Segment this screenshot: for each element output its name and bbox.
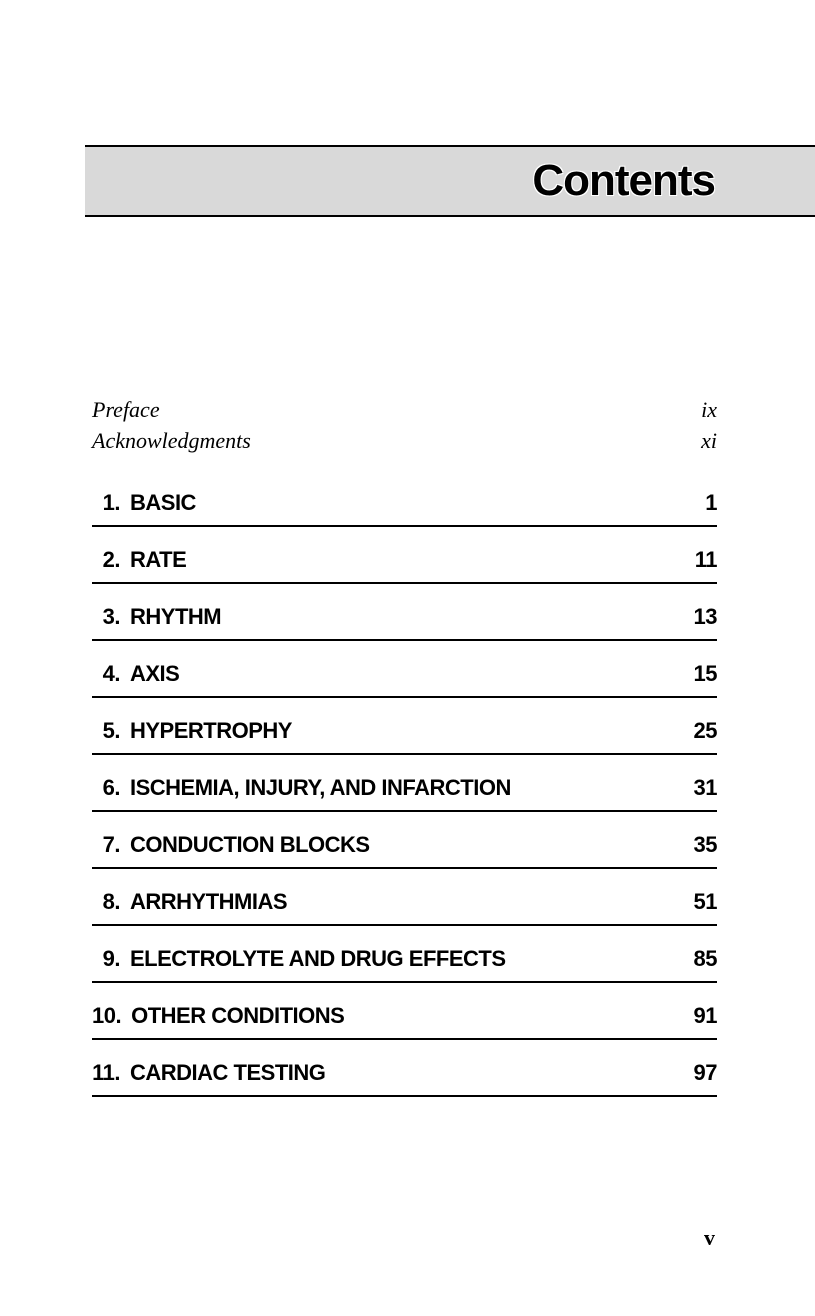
chapter-page: 15 (694, 661, 717, 687)
chapter-page: 11 (695, 547, 717, 573)
chapter-title: RHYTHM (130, 604, 221, 630)
page-number: v (704, 1225, 715, 1251)
chapter-row: 3. RHYTHM 13 (92, 584, 717, 641)
chapter-title: RATE (130, 547, 186, 573)
chapter-page: 25 (694, 718, 717, 744)
chapter-label: 3. RHYTHM (92, 604, 221, 630)
chapter-title: BASIC (130, 490, 196, 516)
chapter-row: 6. ISCHEMIA, INJURY, AND INFARCTION 31 (92, 755, 717, 812)
chapter-label: 6. ISCHEMIA, INJURY, AND INFARCTION (92, 775, 511, 801)
chapter-title: AXIS (130, 661, 179, 687)
chapter-page: 31 (694, 775, 717, 801)
chapter-page: 85 (694, 946, 717, 972)
chapter-title: ISCHEMIA, INJURY, AND INFARCTION (130, 775, 511, 801)
chapter-row: 8. ARRHYTHMIAS 51 (92, 869, 717, 926)
chapter-label: 5. HYPERTROPHY (92, 718, 292, 744)
chapter-page: 97 (694, 1060, 717, 1086)
chapter-label: 1. BASIC (92, 490, 196, 516)
chapter-row: 5. HYPERTROPHY 25 (92, 698, 717, 755)
chapter-title: ARRHYTHMIAS (130, 889, 287, 915)
chapter-title: CONDUCTION BLOCKS (130, 832, 370, 858)
chapter-page: 35 (694, 832, 717, 858)
chapter-row: 4. AXIS 15 (92, 641, 717, 698)
chapter-row: 9. ELECTROLYTE AND DRUG EFFECTS 85 (92, 926, 717, 983)
chapter-title: CARDIAC TESTING (130, 1060, 325, 1086)
chapter-row: 11. CARDIAC TESTING 97 (92, 1040, 717, 1097)
chapters-section: 1. BASIC 1 2. RATE 11 3. RHYTHM 13 4. AX… (92, 490, 717, 1097)
front-matter-page: ix (701, 395, 717, 426)
front-matter-row: Preface ix (92, 395, 717, 426)
chapter-title: HYPERTROPHY (130, 718, 292, 744)
chapter-number: 4. (92, 661, 120, 687)
chapter-label: 8. ARRHYTHMIAS (92, 889, 287, 915)
front-matter-section: Preface ix Acknowledgments xi (92, 395, 717, 457)
chapter-label: 10. OTHER CONDITIONS (92, 1003, 344, 1029)
chapter-page: 1 (705, 490, 717, 516)
chapter-label: 11. CARDIAC TESTING (92, 1060, 325, 1086)
toc-content-area: Preface ix Acknowledgments xi 1. BASIC 1… (92, 395, 717, 1097)
chapter-label: 4. AXIS (92, 661, 179, 687)
chapter-title: ELECTROLYTE AND DRUG EFFECTS (130, 946, 506, 972)
chapter-page: 51 (694, 889, 717, 915)
chapter-number: 9. (92, 946, 120, 972)
chapter-label: 2. RATE (92, 547, 186, 573)
chapter-page: 13 (694, 604, 717, 630)
chapter-number: 2. (92, 547, 120, 573)
chapter-number: 6. (92, 775, 120, 801)
chapter-label: 7. CONDUCTION BLOCKS (92, 832, 370, 858)
chapter-number: 1. (92, 490, 120, 516)
chapter-row: 2. RATE 11 (92, 527, 717, 584)
contents-header-banner: Contents (85, 145, 815, 217)
front-matter-title: Preface (92, 395, 160, 426)
chapter-title: OTHER CONDITIONS (131, 1003, 344, 1029)
chapter-row: 7. CONDUCTION BLOCKS 35 (92, 812, 717, 869)
chapter-label: 9. ELECTROLYTE AND DRUG EFFECTS (92, 946, 506, 972)
chapter-page: 91 (694, 1003, 717, 1029)
chapter-number: 3. (92, 604, 120, 630)
chapter-number: 5. (92, 718, 120, 744)
contents-header-title: Contents (532, 156, 715, 206)
chapter-number: 10. (92, 1003, 121, 1029)
chapter-row: 1. BASIC 1 (92, 490, 717, 527)
chapter-row: 10. OTHER CONDITIONS 91 (92, 983, 717, 1040)
chapter-number: 11. (92, 1060, 120, 1086)
front-matter-row: Acknowledgments xi (92, 426, 717, 457)
front-matter-page: xi (701, 426, 717, 457)
chapter-number: 7. (92, 832, 120, 858)
chapter-number: 8. (92, 889, 120, 915)
front-matter-title: Acknowledgments (92, 426, 251, 457)
